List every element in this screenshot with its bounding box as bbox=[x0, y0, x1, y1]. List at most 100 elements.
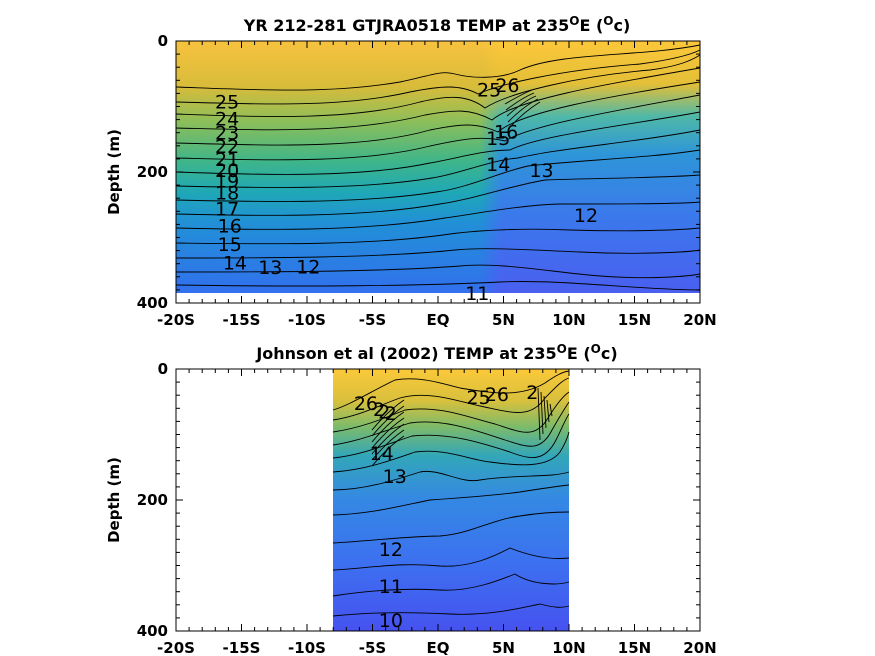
isotherm-line bbox=[175, 129, 701, 188]
bottom-ticks: -20S -15S -10S -5S EQ 5N 10N 15N 20N 0 200 400 bbox=[137, 360, 717, 656]
isotherm-line bbox=[175, 49, 701, 105]
isotherm-line bbox=[332, 573, 570, 597]
contour-label: 13 bbox=[258, 257, 282, 279]
y-tick-label: 0 bbox=[158, 360, 168, 378]
x-tick-label: -5S bbox=[359, 639, 386, 656]
x-tick-label: -15S bbox=[223, 311, 261, 329]
isotherm-line bbox=[537, 387, 541, 441]
contour-label: 26 bbox=[354, 393, 378, 415]
isotherm-line bbox=[175, 94, 701, 161]
isotherm-line bbox=[332, 431, 570, 473]
contour-label: 15 bbox=[218, 234, 242, 256]
y-tick-label: 200 bbox=[137, 163, 168, 181]
y-tick-label: 0 bbox=[158, 32, 168, 50]
x-tick-label: EQ bbox=[427, 311, 450, 329]
bottom-contour-lines bbox=[332, 370, 570, 617]
contour-label: 13 bbox=[529, 160, 553, 182]
contour-label: 19 bbox=[215, 171, 239, 193]
contour-label: 20 bbox=[215, 160, 239, 182]
x-tick-label: 10N bbox=[552, 639, 585, 656]
x-tick-label: -10S bbox=[288, 311, 326, 329]
top-title: YR 212-281 GTJRA0518 TEMP at 235OE (Oc) bbox=[243, 14, 631, 35]
contour-label: 12 bbox=[574, 205, 598, 227]
contour-label: 11 bbox=[465, 283, 489, 305]
isotherm-line bbox=[540, 391, 544, 435]
x-tick-label: 5N bbox=[492, 639, 515, 656]
x-tick-label: 20N bbox=[683, 639, 716, 656]
contour-label: 16 bbox=[494, 121, 518, 143]
isotherm-line bbox=[332, 401, 570, 447]
isotherm-line bbox=[175, 111, 701, 175]
top-field-fill-north bbox=[176, 41, 700, 293]
y-tick-label: 400 bbox=[137, 622, 168, 640]
isotherm-line bbox=[371, 405, 405, 437]
contour-label: 26 bbox=[495, 75, 519, 97]
contour-label: 23 bbox=[215, 123, 239, 145]
isotherm-line bbox=[175, 201, 701, 230]
contour-label: 13 bbox=[383, 466, 407, 488]
isotherm-line bbox=[175, 248, 701, 259]
isotherm-line bbox=[332, 603, 570, 617]
isotherm-line bbox=[543, 395, 547, 429]
isotherm-line bbox=[371, 399, 405, 431]
isotherm-line bbox=[371, 417, 405, 449]
contour-label: 10 bbox=[379, 610, 403, 632]
contour-label: 2 bbox=[385, 403, 397, 425]
contour-label: 16 bbox=[218, 216, 242, 238]
isotherm-line bbox=[175, 81, 701, 146]
contour-label: 22 bbox=[215, 136, 239, 158]
isotherm-line bbox=[371, 423, 405, 455]
isotherm-line bbox=[332, 377, 570, 421]
isotherm-line bbox=[546, 399, 550, 423]
contour-label: 14 bbox=[486, 154, 510, 176]
isotherm-line bbox=[332, 547, 570, 571]
isotherm-line bbox=[332, 370, 570, 411]
x-tick-label: 15N bbox=[618, 639, 651, 656]
isotherm-line bbox=[175, 54, 701, 117]
x-tick-label: 5N bbox=[492, 311, 515, 329]
contour-label: 2 bbox=[373, 399, 385, 421]
isotherm-line bbox=[332, 470, 570, 491]
isotherm-line bbox=[175, 174, 701, 216]
x-tick-label: -20S bbox=[157, 639, 195, 656]
bottom-title: Johnson et al (2002) TEMP at 235OE (Oc) bbox=[255, 342, 617, 363]
bottom-y-axis-label: Depth (m) bbox=[105, 457, 123, 543]
isotherm-line bbox=[549, 403, 553, 417]
contour-label: 12 bbox=[379, 539, 403, 561]
contour-label: 14 bbox=[370, 443, 394, 465]
contour-label: 25 bbox=[477, 79, 501, 101]
contour-label: 26 bbox=[485, 384, 509, 406]
contour-label: 15 bbox=[486, 128, 510, 150]
isotherm-line bbox=[506, 95, 537, 117]
isotherm-line bbox=[332, 511, 570, 544]
contour-label: 11 bbox=[379, 576, 403, 598]
isotherm-line bbox=[175, 264, 701, 279]
x-tick-label: -5S bbox=[359, 311, 386, 329]
isotherm-line bbox=[175, 44, 701, 91]
isotherm-line bbox=[371, 435, 405, 467]
contour-label: 12 bbox=[296, 256, 320, 278]
isotherm-line bbox=[175, 149, 701, 202]
contour-label: 25 bbox=[215, 91, 239, 113]
top-contour-lines bbox=[175, 44, 701, 291]
isotherm-line bbox=[505, 92, 535, 111]
contour-label: 2 bbox=[378, 402, 390, 424]
isotherm-line bbox=[371, 411, 405, 443]
isotherm-line bbox=[507, 98, 539, 123]
y-tick-label: 200 bbox=[137, 491, 168, 509]
isotherm-line bbox=[332, 484, 570, 516]
isotherm-line bbox=[175, 67, 701, 131]
contour-label: 25 bbox=[467, 387, 491, 409]
isotherm-line bbox=[175, 281, 701, 291]
contour-label: 18 bbox=[215, 182, 239, 204]
contour-label: 24 bbox=[215, 108, 239, 130]
x-tick-label: -15S bbox=[223, 639, 261, 656]
x-tick-label: -10S bbox=[288, 639, 326, 656]
x-tick-label: EQ bbox=[427, 639, 450, 656]
contour-label: 17 bbox=[215, 199, 239, 221]
x-tick-label: 15N bbox=[618, 311, 651, 329]
